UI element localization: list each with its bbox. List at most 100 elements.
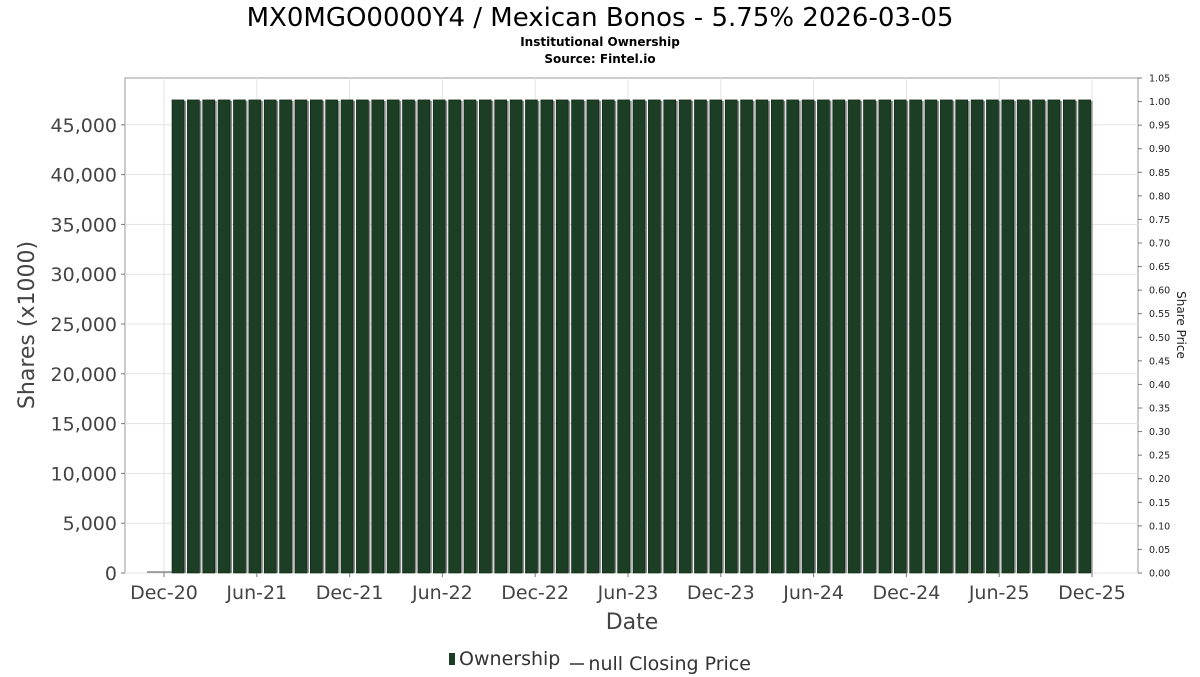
legend-item-closing-price: null Closing Price bbox=[570, 651, 751, 677]
x-tick-label: Jun-23 bbox=[597, 582, 659, 604]
x-tick-label: Dec-21 bbox=[316, 582, 384, 604]
ownership-bar bbox=[863, 99, 876, 574]
ownership-bar bbox=[832, 99, 846, 574]
legend-label-closing-price: null Closing Price bbox=[588, 653, 751, 675]
ownership-bar bbox=[663, 99, 677, 574]
ownership-bar bbox=[586, 99, 600, 574]
ownership-bar bbox=[1062, 99, 1076, 574]
ownership-bar bbox=[1032, 99, 1045, 574]
ownership-bar bbox=[755, 99, 769, 574]
y2-tick-label: 1.05 bbox=[1149, 74, 1170, 85]
y-tick-label: 45,000 bbox=[51, 115, 117, 137]
x-tick-label: Dec-23 bbox=[687, 582, 755, 604]
ownership-bar bbox=[555, 99, 569, 574]
ownership-bar bbox=[878, 99, 892, 574]
ownership-bar bbox=[417, 99, 431, 574]
legend-line-swatch bbox=[570, 663, 585, 665]
x-tick-label: Dec-25 bbox=[1058, 582, 1126, 604]
ownership-bar bbox=[1001, 99, 1015, 574]
legend: Ownership null Closing Price bbox=[0, 646, 1200, 677]
x-axis-label: Date bbox=[606, 610, 659, 635]
chart-subtitle: Institutional Ownership bbox=[520, 35, 680, 49]
y-axis: 0 5,000 10,000 15,000 20,000 25,000 30,000 35,0… bbox=[51, 115, 125, 585]
ownership-bar bbox=[786, 99, 799, 574]
ownership-bar bbox=[325, 99, 338, 574]
ownership-bar bbox=[678, 99, 692, 574]
x-tick-label: Jun-21 bbox=[225, 582, 287, 604]
ownership-bar bbox=[571, 99, 584, 574]
ownership-bar bbox=[494, 99, 507, 574]
ownership-bar bbox=[463, 99, 477, 574]
y2-tick-label: 0.60 bbox=[1149, 286, 1170, 297]
ownership-bar bbox=[1078, 99, 1091, 574]
ownership-bar bbox=[217, 99, 231, 574]
ownership-bar bbox=[940, 99, 953, 574]
ownership-bar bbox=[386, 99, 400, 574]
y2-tick-label: 0.35 bbox=[1149, 404, 1170, 415]
legend-item-ownership: Ownership bbox=[449, 646, 560, 672]
chart-source: Source: Fintel.io bbox=[544, 52, 656, 66]
ownership-bar bbox=[924, 99, 938, 574]
ownership-bar bbox=[770, 99, 784, 574]
ownership-bar bbox=[540, 99, 554, 574]
ownership-bar bbox=[525, 99, 538, 574]
ownership-bar bbox=[371, 99, 385, 574]
ownership-bar bbox=[356, 99, 369, 574]
ownership-bar bbox=[309, 99, 323, 574]
y2-tick-label: 0.30 bbox=[1149, 427, 1170, 438]
ownership-bar bbox=[724, 99, 738, 574]
ownership-bar bbox=[294, 99, 308, 574]
y2-tick-label: 0.50 bbox=[1149, 333, 1170, 344]
x-tick-label: Jun-24 bbox=[782, 582, 844, 604]
ownership-bar bbox=[709, 99, 723, 574]
ownership-bar bbox=[801, 99, 815, 574]
ownership-bar bbox=[601, 99, 615, 574]
y-tick-label: 15,000 bbox=[51, 414, 117, 436]
y2-tick-label: 0.45 bbox=[1149, 356, 1170, 367]
ownership-bar bbox=[909, 99, 922, 574]
y-tick-label: 0 bbox=[105, 563, 117, 585]
y2-tick-label: 0.15 bbox=[1149, 498, 1170, 509]
y2-tick-label: 0.05 bbox=[1149, 545, 1170, 556]
y2-tick-label: 0.65 bbox=[1149, 262, 1170, 273]
ownership-bar bbox=[1047, 99, 1061, 574]
y2-tick-label: 0.80 bbox=[1149, 191, 1170, 202]
y-tick-label: 30,000 bbox=[51, 264, 117, 286]
x-tick-label: Jun-25 bbox=[968, 582, 1030, 604]
ownership-bar bbox=[248, 99, 262, 574]
y2-tick-label: 0.00 bbox=[1149, 569, 1170, 580]
ownership-bar bbox=[448, 99, 461, 574]
x-tick-label: Dec-22 bbox=[501, 582, 569, 604]
ownership-bar bbox=[263, 99, 277, 574]
y2-tick-label: 0.95 bbox=[1149, 121, 1170, 132]
ownership-bar bbox=[617, 99, 630, 574]
ownership-bar bbox=[694, 99, 707, 574]
y2-tick-label: 0.85 bbox=[1149, 168, 1170, 179]
ownership-bar bbox=[1016, 99, 1030, 574]
y-axis-label: Shares (x1000) bbox=[15, 241, 40, 409]
chart-title: MX0MGO0000Y4 / Mexican Bonos - 5.75% 202… bbox=[246, 3, 954, 33]
x-tick-label: Dec-20 bbox=[130, 582, 198, 604]
ownership-bar bbox=[279, 99, 292, 574]
y2-axis: 0.00 0.05 0.10 0.15 0.20 0.25 0.30 0.35 0.40 0.45… bbox=[1138, 74, 1170, 580]
ownership-bar bbox=[847, 99, 861, 574]
y-tick-label: 35,000 bbox=[51, 214, 117, 236]
y-tick-label: 10,000 bbox=[51, 463, 117, 485]
y-tick-label: 40,000 bbox=[51, 165, 117, 187]
ownership-bar bbox=[479, 99, 492, 574]
ownership-bar bbox=[955, 99, 968, 574]
ownership-bar bbox=[509, 99, 523, 574]
y-tick-label: 25,000 bbox=[51, 314, 117, 336]
ownership-bar bbox=[171, 99, 185, 574]
legend-bar-swatch bbox=[449, 653, 456, 665]
y2-tick-label: 0.20 bbox=[1149, 474, 1170, 485]
y-tick-label: 5,000 bbox=[63, 513, 117, 535]
y2-tick-label: 0.55 bbox=[1149, 309, 1170, 320]
ownership-bar bbox=[202, 99, 216, 574]
x-tick-label: Jun-22 bbox=[411, 582, 473, 604]
ownership-bar bbox=[432, 99, 446, 574]
ownership-bar bbox=[893, 99, 907, 574]
ownership-bar bbox=[233, 99, 246, 574]
y2-tick-label: 0.25 bbox=[1149, 451, 1170, 462]
